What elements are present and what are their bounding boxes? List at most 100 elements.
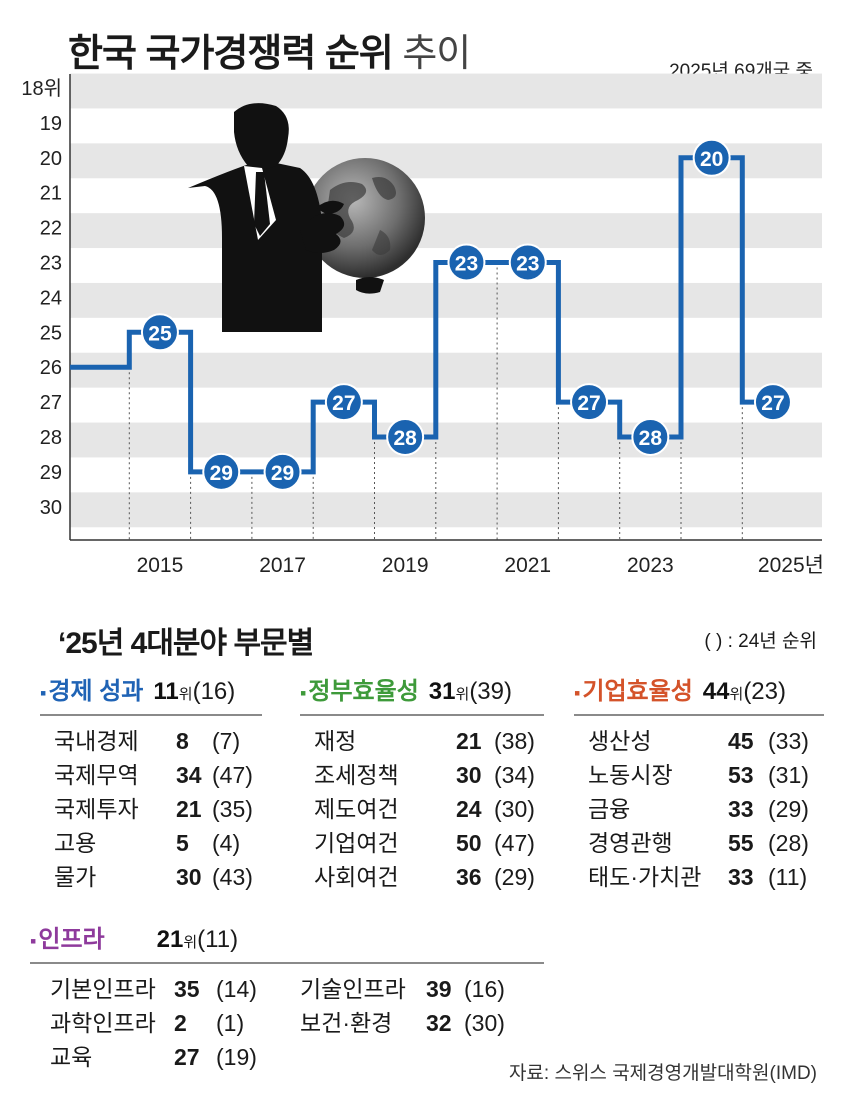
- sector-title: ‘25년 4대분야 부문별: [58, 627, 314, 660]
- sector-prev-rank: (23): [743, 678, 786, 705]
- sector-prev-rank: (16): [192, 678, 236, 705]
- sector-item-name: 국제투자: [54, 796, 139, 822]
- rank-point: 28: [631, 418, 670, 456]
- x-axis-ticks: 2015 2017 2019 2021 2023 2025년: [137, 554, 824, 577]
- rank-point-circle: [570, 383, 609, 422]
- sector-item-name: 과학인프라: [50, 1010, 156, 1036]
- prev-year-legend: ( ) : 24년 순위: [704, 631, 817, 652]
- x-tick-label: 2015: [137, 554, 184, 577]
- sector-panel-infra: ▪인프라 21위(11) 기본인프라 35 (14) 과학인프라 2 (1) 교육 27 (19) 기…: [30, 924, 544, 1070]
- sector-item-prev: (7): [212, 728, 241, 754]
- rank-points: 25 29 29 27 28 23 23 27 28 20 27: [140, 138, 792, 491]
- band-rank-26: [70, 352, 822, 388]
- sector-item-value: 35: [174, 976, 200, 1002]
- rank-series: [70, 155, 773, 475]
- sector-item-row: 사회여건 36 (29): [314, 860, 544, 894]
- sector-item-name: 경영관행: [588, 830, 673, 856]
- sector-item-prev: (29): [768, 796, 809, 822]
- sector-panel-biz: ▪기업효율성 44위(23) 생산성 45 (33) 노동시장 53 (31) 금융 33 (29)…: [574, 676, 824, 894]
- sector-item-prev: (38): [494, 728, 535, 754]
- sector-item-name: 기술인프라: [300, 976, 406, 1002]
- businessman-holding-globe-icon: [188, 103, 425, 332]
- sector-item-value: 53: [728, 762, 754, 788]
- sector-item-value: 39: [426, 976, 452, 1002]
- infra-col-right: 기술인프라 39 (16) 보건·환경 32 (30): [300, 972, 540, 1040]
- rank-point-label: 28: [639, 427, 663, 450]
- rank-point: 20: [692, 138, 731, 177]
- rank-point-circle: [631, 418, 670, 456]
- sector-rank: 21: [156, 926, 184, 953]
- rank-point-circle: [324, 383, 363, 422]
- sector-item-name: 기업여건: [314, 830, 399, 856]
- sector-item-name: 제도여건: [314, 796, 399, 822]
- rank-point-label: 28: [393, 427, 417, 450]
- sector-item-value: 50: [456, 830, 482, 856]
- band-rank-24: [70, 282, 822, 318]
- sector-item-value: 32: [426, 1010, 452, 1036]
- sector-item-value: 27: [174, 1044, 200, 1070]
- y-tick-label: 23: [40, 253, 62, 275]
- y-tick-label: 30: [40, 497, 62, 519]
- sector-item-prev: (11): [768, 864, 808, 890]
- sector-item-value: 8: [176, 728, 189, 754]
- sector-panel-gov: ▪정부효율성 31위(39) 재정 21 (38) 조세정책 30 (34) 제도여건 24 (30…: [300, 676, 544, 894]
- sector-divider: [40, 714, 262, 716]
- sector-item-prev: (33): [768, 728, 809, 754]
- y-tick-label: 24: [40, 287, 62, 309]
- rank-point-circle: [386, 418, 425, 456]
- sector-item-row: 태도·가치관 33 (11): [588, 860, 824, 894]
- source-note: 자료: 스위스 국제경영개발대학원(IMD): [508, 1063, 817, 1084]
- sector-item-prev: (43): [212, 864, 253, 890]
- chart-title: 한국 국가경쟁력 순위 추이: [68, 22, 471, 77]
- sector-item-row: 조세정책 30 (34): [314, 758, 544, 792]
- x-tick-label: 2023: [627, 554, 674, 577]
- sector-rank: 11: [153, 678, 179, 705]
- y-tick-label: 19: [40, 113, 62, 135]
- sector-item-prev: (4): [212, 830, 241, 856]
- sector-item-row: 기업여건 50 (47): [314, 826, 544, 860]
- sector-panel-header: ▪기업효율성 44위(23): [574, 676, 824, 708]
- y-tick-label: 28: [40, 427, 62, 449]
- sector-item-prev: (47): [494, 830, 535, 856]
- rank-step-line: [70, 155, 773, 475]
- rank-point: 23: [508, 243, 547, 282]
- sector-name: 정부효율성: [308, 678, 419, 705]
- sector-item-name: 국제무역: [54, 762, 139, 788]
- rank-unit: 위: [729, 686, 744, 703]
- sector-item-value: 30: [176, 864, 202, 890]
- sector-item-row: 고용 5 (4): [54, 826, 262, 860]
- sector-item-prev: (1): [216, 1010, 245, 1036]
- rank-unit: 위: [455, 686, 470, 703]
- band-rank-28: [70, 422, 822, 458]
- rank-point: 29: [202, 452, 241, 491]
- rank-point: 28: [386, 418, 425, 456]
- rank-point-circle: [263, 452, 302, 491]
- y-tick-label: 29: [40, 462, 62, 484]
- bullet-square-icon: ▪: [40, 683, 47, 703]
- sector-item-name: 노동시장: [588, 762, 673, 788]
- sector-item-value: 34: [176, 762, 202, 788]
- sector-prev-rank: (39): [469, 678, 512, 705]
- rank-point: 27: [570, 383, 609, 422]
- sector-item-row: 국제무역 34 (47): [54, 758, 262, 792]
- y-axis-ticks: 18위 19 20 21 22 23 24 25 26 27 28 29 30: [21, 77, 62, 519]
- sector-item-row: 과학인프라 2 (1): [50, 1006, 300, 1040]
- sector-item-prev: (19): [216, 1044, 257, 1070]
- sector-item-value: 2: [174, 1010, 187, 1036]
- sector-item-name: 금융: [588, 796, 631, 822]
- rank-point-label: 23: [516, 253, 539, 276]
- rank-point: 23: [447, 243, 486, 282]
- bullet-square-icon: ▪: [300, 683, 307, 703]
- y-tick-label: 18위: [21, 77, 62, 100]
- sector-item-value: 30: [456, 762, 482, 788]
- bullet-square-icon: ▪: [574, 683, 581, 703]
- sector-rank: 44: [702, 678, 730, 705]
- bullet-square-icon: ▪: [30, 931, 37, 951]
- rank-point-circle: [202, 452, 241, 491]
- sector-item-value: 24: [456, 796, 482, 822]
- chart-gridlines: [69, 74, 822, 541]
- sector-item-row: 노동시장 53 (31): [588, 758, 824, 792]
- y-tick-label: 27: [40, 392, 62, 414]
- x-tick-label: 2021: [504, 554, 551, 577]
- sector-item-prev: (30): [464, 1010, 505, 1036]
